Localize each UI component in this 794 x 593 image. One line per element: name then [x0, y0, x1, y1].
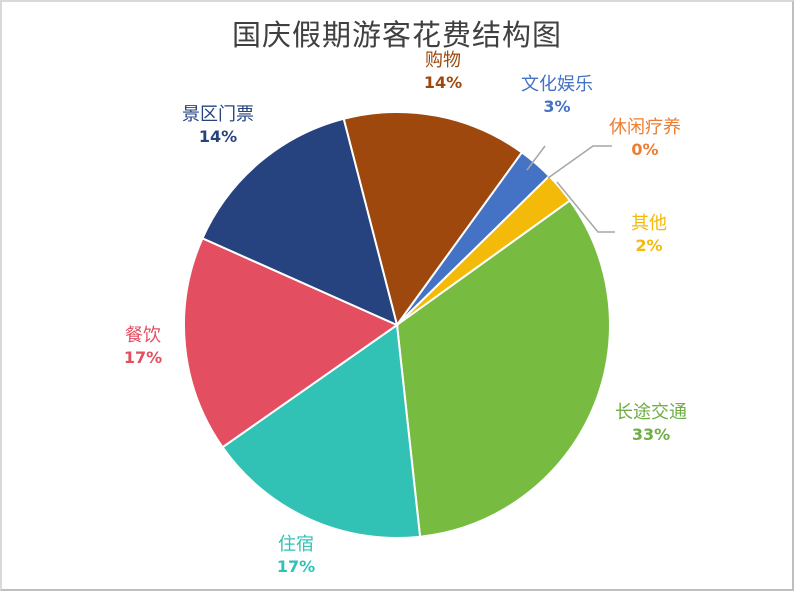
leader-line-0: [526, 145, 546, 171]
data-label-percent: 14%: [198, 127, 238, 146]
leader-line-1: [547, 145, 612, 179]
data-label-6: 餐饮 17%: [83, 325, 203, 369]
data-label-7: 景区门票 14%: [158, 104, 278, 148]
leader-line-2: [556, 181, 615, 233]
data-label-name: 文化娱乐: [521, 74, 593, 95]
data-label-name: 购物: [425, 50, 461, 71]
data-label-name: 其他: [631, 213, 667, 234]
data-label-name: 餐饮: [125, 325, 161, 346]
data-label-percent: 0%: [631, 140, 659, 159]
data-label-name: 休闲疗养: [609, 117, 681, 138]
data-label-percent: 17%: [276, 557, 316, 576]
data-label-5: 住宿 17%: [236, 534, 356, 578]
data-label-name: 住宿: [278, 534, 314, 555]
data-label-percent: 14%: [423, 73, 463, 92]
chart-title: 国庆假期游客花费结构图: [231, 18, 562, 52]
pie-slice-4: [395, 199, 611, 538]
pie-slice-6: [183, 236, 400, 449]
pie-slice-0: [342, 111, 524, 328]
data-label-name: 长途交通: [615, 402, 687, 423]
data-label-percent: 33%: [631, 425, 671, 444]
data-label-percent: 2%: [635, 236, 663, 255]
data-label-0: 购物 14%: [383, 50, 503, 94]
pie-slice-7: [201, 117, 399, 327]
data-label-1: 文化娱乐 3%: [497, 74, 617, 118]
pie-slice-5: [221, 323, 422, 539]
data-label-2: 休闲疗养 0%: [585, 117, 705, 161]
data-label-name: 景区门票: [182, 104, 254, 125]
data-label-percent: 3%: [543, 97, 571, 116]
data-label-3: 其他 2%: [589, 213, 709, 257]
data-label-4: 长途交通 33%: [591, 402, 711, 446]
data-label-percent: 17%: [123, 348, 163, 367]
